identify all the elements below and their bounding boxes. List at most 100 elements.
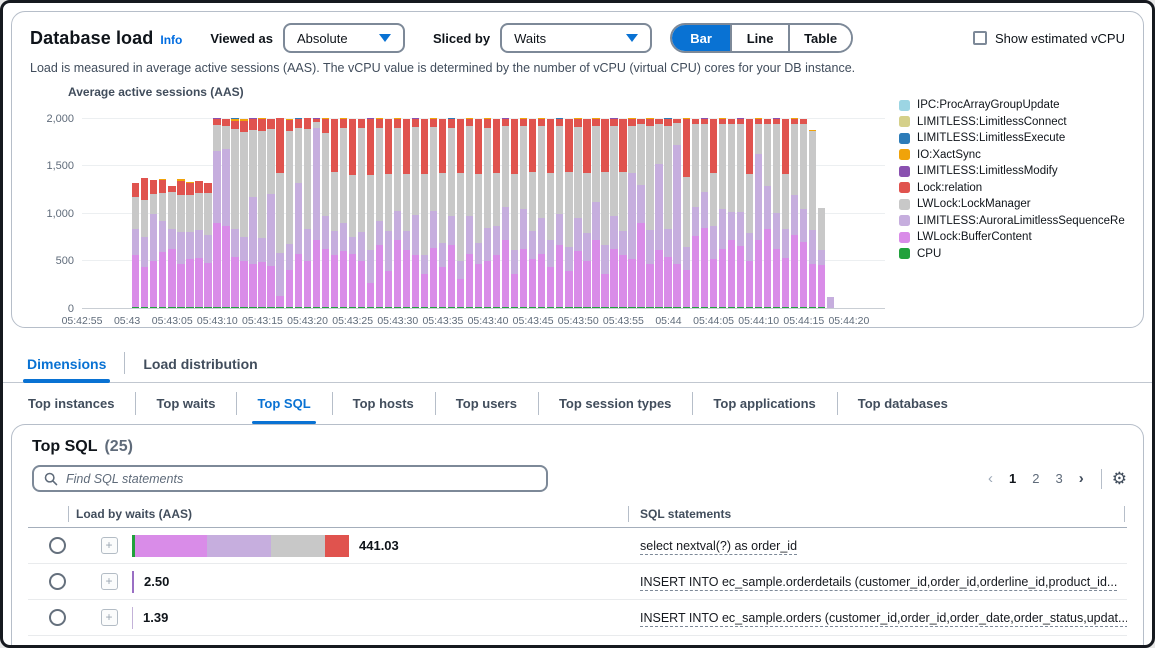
chart-bar[interactable] — [583, 119, 590, 308]
subtab-top-instances[interactable]: Top instances — [7, 383, 135, 424]
chart-plot-area[interactable]: 05001,0001,5002,000 — [82, 109, 885, 309]
chart-bar[interactable] — [692, 119, 699, 308]
chart-bar[interactable] — [132, 183, 139, 308]
column-divider[interactable] — [628, 506, 629, 522]
row-select-radio[interactable] — [49, 537, 66, 554]
column-divider[interactable] — [1124, 506, 1125, 522]
chart-bar[interactable] — [637, 119, 644, 308]
chart-bar[interactable] — [791, 118, 798, 308]
chart-bar[interactable] — [331, 119, 338, 308]
chart-bar[interactable] — [240, 119, 247, 308]
view-mode-line-button[interactable]: Line — [730, 25, 788, 51]
page-2-button[interactable]: 2 — [1025, 469, 1046, 488]
subtab-top-waits[interactable]: Top waits — [135, 383, 236, 424]
chart-bar[interactable] — [710, 119, 717, 308]
chart-bar[interactable] — [195, 181, 202, 308]
column-divider[interactable] — [68, 506, 69, 522]
chart-bar[interactable] — [150, 180, 157, 308]
chart-bar[interactable] — [782, 119, 789, 308]
show-vcpu-checkbox[interactable] — [973, 31, 987, 45]
chart-bar[interactable] — [168, 186, 175, 308]
chart-bar[interactable] — [809, 130, 816, 308]
chart-bar[interactable] — [258, 118, 265, 308]
tab-load-distribution[interactable]: Load distribution — [139, 346, 261, 382]
chart-bar[interactable] — [267, 119, 274, 308]
chart-bar[interactable] — [673, 119, 680, 308]
page-1-button[interactable]: 1 — [1002, 469, 1023, 488]
chart-bar[interactable] — [664, 118, 671, 308]
chart-bar[interactable] — [421, 119, 428, 308]
chart-bar[interactable] — [304, 118, 311, 308]
chart-bar[interactable] — [276, 118, 283, 308]
chart-bar[interactable] — [475, 119, 482, 308]
chart-bar[interactable] — [655, 119, 662, 308]
tab-dimensions[interactable]: Dimensions — [23, 346, 110, 382]
chart-bar[interactable] — [448, 118, 455, 308]
chart-bar[interactable] — [719, 118, 726, 308]
chart-bar[interactable] — [547, 119, 554, 308]
chart-bar[interactable] — [313, 118, 320, 308]
chart-bar[interactable] — [349, 119, 356, 308]
chart-bar[interactable] — [213, 118, 220, 308]
chart-bar[interactable] — [646, 118, 653, 308]
chart-bar[interactable] — [177, 179, 184, 308]
chart-bar[interactable] — [430, 118, 437, 308]
chart-bar[interactable] — [222, 119, 229, 308]
view-mode-bar-button[interactable]: Bar — [672, 25, 730, 51]
chart-bar[interactable] — [556, 118, 563, 308]
chart-bar[interactable] — [520, 118, 527, 308]
sql-statement-link[interactable]: INSERT INTO ec_sample.orders (customer_i… — [640, 611, 1127, 627]
chart-bar[interactable] — [394, 118, 401, 308]
chart-bar[interactable] — [141, 178, 148, 308]
chart-bar[interactable] — [601, 119, 608, 308]
chart-bar[interactable] — [511, 119, 518, 308]
chart-bar[interactable] — [565, 119, 572, 308]
page-3-button[interactable]: 3 — [1049, 469, 1070, 488]
chart-bar[interactable] — [764, 119, 771, 308]
sliced-by-select[interactable]: Waits — [500, 23, 652, 53]
subtab-top-databases[interactable]: Top databases — [837, 383, 969, 424]
chart-bar[interactable] — [204, 183, 211, 308]
chart-bar[interactable] — [610, 118, 617, 308]
chart-bar[interactable] — [249, 118, 256, 308]
sql-search-input[interactable]: Find SQL statements — [32, 465, 548, 492]
chart-bar[interactable] — [403, 119, 410, 309]
sql-statement-link[interactable]: select nextval(?) as order_id — [640, 539, 797, 555]
chart-bar[interactable] — [340, 118, 347, 308]
chart-bar[interactable] — [295, 118, 302, 308]
row-select-radio[interactable] — [49, 573, 66, 590]
chart-bar[interactable] — [439, 119, 446, 308]
chart-bar[interactable] — [683, 118, 690, 308]
chart-bar[interactable] — [484, 118, 491, 308]
chart-bar[interactable] — [466, 118, 473, 308]
chart-bar[interactable] — [186, 182, 193, 308]
expand-row-button[interactable]: + — [101, 537, 118, 554]
subtab-top-hosts[interactable]: Top hosts — [332, 383, 435, 424]
chart-bar[interactable] — [746, 119, 753, 308]
settings-gear-icon[interactable]: ⚙ — [1112, 470, 1127, 487]
chart-bar[interactable] — [286, 119, 293, 308]
chart-bar[interactable] — [628, 118, 635, 308]
view-mode-table-button[interactable]: Table — [788, 25, 851, 51]
chart-bar[interactable] — [592, 118, 599, 308]
chart-bar[interactable] — [574, 118, 581, 308]
expand-row-button[interactable]: + — [101, 573, 118, 590]
sql-statement-link[interactable]: INSERT INTO ec_sample.orderdetails (cust… — [640, 575, 1117, 591]
chart-bar[interactable] — [737, 118, 744, 308]
chart-bar[interactable] — [818, 208, 825, 308]
chart-bar[interactable] — [538, 118, 545, 308]
chart-bar[interactable] — [358, 119, 365, 308]
chart-bar[interactable] — [755, 118, 762, 308]
subtab-top-users[interactable]: Top users — [435, 383, 538, 424]
subtab-top-applications[interactable]: Top applications — [692, 383, 836, 424]
chart-bar[interactable] — [493, 119, 500, 308]
chart-bar[interactable] — [231, 118, 238, 308]
subtab-top-session-types[interactable]: Top session types — [538, 383, 692, 424]
chart-bar[interactable] — [529, 119, 536, 308]
chart-bar[interactable] — [827, 297, 834, 308]
viewed-as-select[interactable]: Absolute — [283, 23, 405, 53]
chart-bar[interactable] — [619, 119, 626, 308]
chart-bar[interactable] — [728, 119, 735, 308]
chart-bar[interactable] — [502, 118, 509, 308]
previous-page-button[interactable]: ‹ — [981, 468, 1000, 489]
